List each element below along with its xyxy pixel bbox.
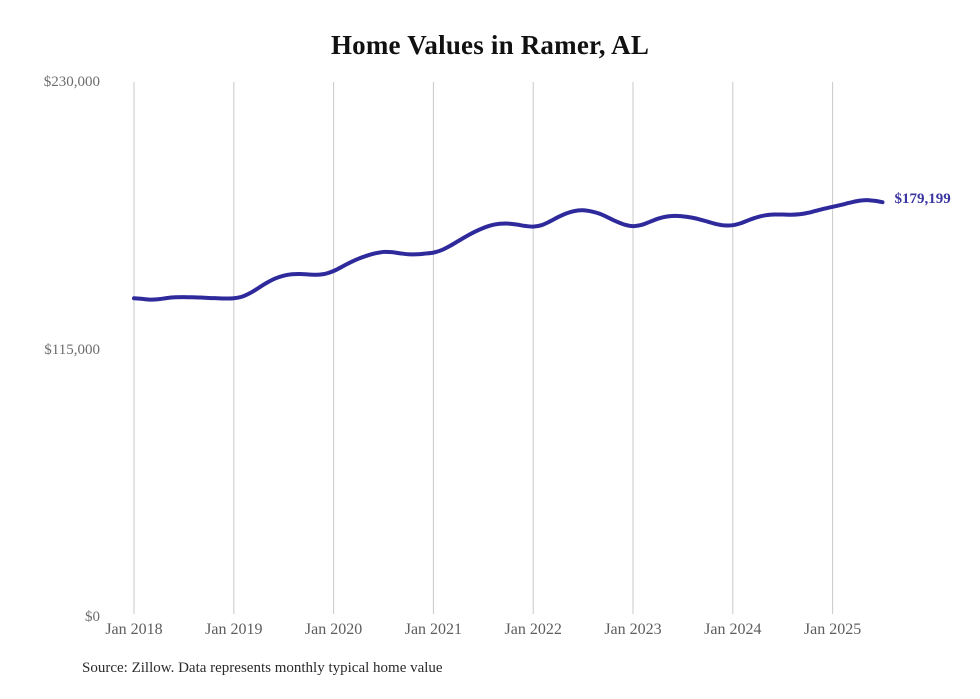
y-axis-tick-label: $230,000 <box>43 74 100 90</box>
x-axis-tick-label: Jan 2025 <box>803 621 862 638</box>
x-axis-tick-label: Jan 2022 <box>504 621 562 638</box>
x-axis-tick-label: Jan 2020 <box>304 621 363 638</box>
x-axis-tick-label: Jan 2023 <box>604 621 662 638</box>
value-line <box>132 198 885 302</box>
x-axis-tick-label: Jan 2021 <box>404 621 463 638</box>
x-gridlines <box>133 82 834 614</box>
source-note: Source: Zillow. Data represents monthly … <box>82 660 443 676</box>
x-axis-tick-label: Jan 2019 <box>205 621 263 638</box>
y-axis-tick-label: $0 <box>85 609 100 625</box>
x-axis-tick-label: Jan 2018 <box>105 621 163 638</box>
chart-title: Home Values in Ramer, AL <box>330 30 650 60</box>
y-axis-tick-label: $115,000 <box>44 341 100 358</box>
x-axis-tick-label: Jan 2024 <box>704 621 762 638</box>
last-value-label: $179,199 <box>894 191 951 208</box>
